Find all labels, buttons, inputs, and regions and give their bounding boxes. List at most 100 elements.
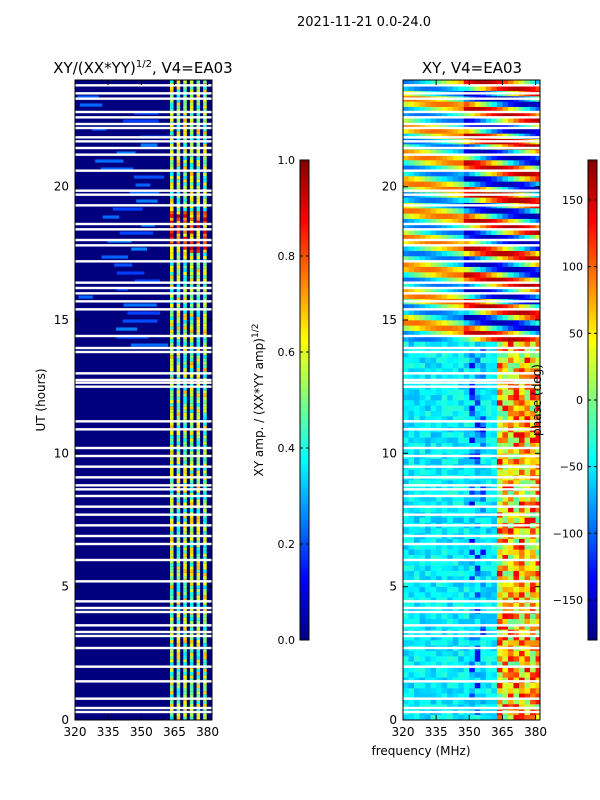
phase-cell — [535, 544, 540, 550]
phase-cell — [491, 288, 498, 294]
phase-cell — [463, 293, 470, 299]
phaseCb-tick-label: 150 — [562, 194, 583, 207]
phase-cell — [447, 80, 454, 86]
phase-cell — [480, 624, 487, 630]
phase-cell — [419, 160, 426, 166]
phase-cell — [452, 154, 459, 161]
phase-cell — [447, 586, 454, 593]
amp-band-cell — [203, 560, 207, 564]
amp-band-cell — [203, 348, 207, 352]
amp-band-cell — [183, 284, 187, 288]
phase-cell — [436, 421, 442, 427]
phase-cell — [535, 714, 540, 720]
phase-cell — [403, 576, 409, 582]
phase-cell — [425, 432, 431, 438]
phase-cell — [414, 586, 420, 593]
phase-cell — [507, 634, 514, 641]
phase-cell — [524, 517, 531, 523]
phase-cell — [535, 442, 540, 449]
amp-band-cell — [196, 448, 201, 452]
phase-cell — [502, 698, 509, 705]
phase-cell — [447, 325, 454, 331]
amp-band-cell — [196, 435, 201, 439]
amp-band-cell — [189, 249, 194, 253]
phase-gap-line — [403, 385, 540, 388]
amp-gap-line — [75, 634, 212, 638]
phase-cell — [403, 346, 409, 353]
phase-cell — [419, 405, 426, 411]
phase-cell — [502, 320, 509, 326]
amp-band-cell — [203, 537, 207, 541]
amp-band-cell — [189, 566, 194, 570]
phase-cell — [403, 554, 409, 561]
phase-cell — [441, 666, 448, 673]
phase-cell — [452, 266, 459, 273]
amp-band-cell — [183, 313, 187, 317]
phase-cell — [441, 672, 448, 678]
phase-cell — [491, 698, 498, 705]
phase-cell — [519, 85, 525, 91]
amp-band-cell — [183, 521, 187, 525]
phase-cell — [463, 229, 470, 235]
phase-gap-line — [403, 140, 540, 143]
phase-cell — [408, 592, 415, 598]
phase-cell — [430, 165, 437, 171]
phase-cell — [419, 501, 426, 507]
phase-cell — [507, 218, 514, 225]
phase-cell — [485, 458, 492, 465]
phase-cell — [535, 101, 540, 107]
phase-cell — [480, 517, 487, 523]
phase-cell — [502, 229, 509, 235]
phase-cell — [474, 176, 481, 182]
phase-cell — [519, 154, 525, 161]
phase-cell — [519, 570, 525, 577]
amp-band-cell — [196, 556, 201, 560]
phase-cell — [414, 112, 420, 118]
phase-cell — [480, 320, 487, 326]
phase-cell — [474, 85, 481, 91]
phase-cell — [441, 154, 448, 161]
phase-cell — [535, 693, 540, 699]
amp-band-cell — [203, 409, 207, 413]
phase-cell — [469, 496, 476, 502]
amp-band-cell — [170, 467, 174, 471]
phase-cell — [469, 218, 476, 225]
amp-band-cell — [170, 323, 174, 327]
phase-cell — [519, 490, 525, 497]
phase-cell — [430, 437, 437, 443]
phaseCb-tick-label: 100 — [562, 261, 583, 274]
phase-cell — [469, 277, 476, 283]
phase-cell — [513, 437, 520, 443]
phase-cell — [458, 714, 465, 720]
amp-band-cell — [170, 694, 174, 698]
phase-cell — [463, 517, 470, 523]
phase-cell — [485, 602, 492, 609]
phase-cell — [502, 352, 509, 358]
phase-cell — [447, 208, 454, 214]
phase-cell — [408, 506, 415, 513]
phase-cell — [491, 112, 498, 118]
phase-cell — [414, 277, 420, 283]
phase-cell — [403, 501, 409, 507]
phase-cell — [524, 480, 531, 486]
phase-cell — [441, 650, 448, 657]
phase-cell — [463, 592, 470, 598]
phase-cell — [458, 330, 465, 337]
phase-cell — [403, 256, 409, 262]
phase-cell — [485, 154, 492, 161]
phase-cell — [441, 181, 448, 187]
amp-band-cell — [203, 329, 207, 333]
phase-cell — [524, 602, 531, 609]
phase-cell — [524, 549, 531, 555]
phase-cell — [447, 394, 454, 401]
amp-band-cell — [170, 310, 174, 314]
amp-band-cell — [203, 569, 207, 573]
phase-cell — [414, 400, 420, 406]
phase-cell — [463, 490, 470, 497]
phase-cell — [485, 352, 492, 358]
amp-band-cell — [183, 220, 187, 224]
phase-cell — [491, 496, 498, 502]
phase-gap-line — [403, 558, 540, 562]
phase-cell — [469, 570, 476, 577]
